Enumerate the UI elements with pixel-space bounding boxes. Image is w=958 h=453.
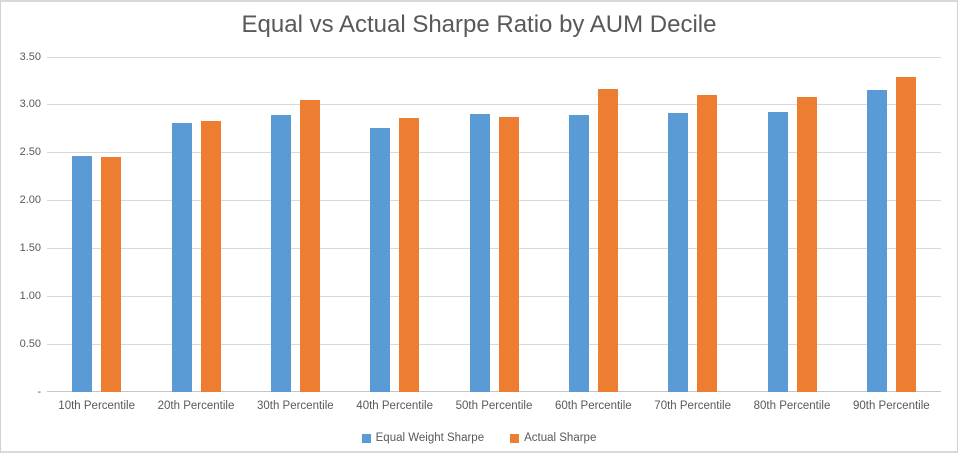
gridline [47, 247, 941, 249]
y-tick-label: 2.50 [19, 146, 41, 159]
x-category-label: 60th Percentile [554, 400, 632, 412]
bar-actual-sharpe [101, 156, 122, 392]
legend-label: Actual Sharpe [524, 432, 597, 444]
bar-actual-sharpe [895, 77, 916, 392]
y-tick-label: 1.00 [19, 289, 41, 302]
gridline [47, 295, 941, 297]
bar-actual-sharpe [299, 100, 320, 392]
x-category-label: 90th Percentile [852, 400, 930, 412]
plot-area [47, 56, 941, 392]
x-category-label: 50th Percentile [455, 400, 533, 412]
y-axis: 3.50 3.00 2.50 2.00 1.50 1.00 0.50 - [1, 2, 41, 451]
bar-equal-weight-sharpe [72, 155, 93, 392]
y-tick-label: 1.50 [19, 241, 41, 254]
y-tick-label: 3.00 [19, 98, 41, 111]
bar-equal-weight-sharpe [866, 89, 887, 392]
bar-equal-weight-sharpe [469, 114, 490, 392]
x-axis: 10th Percentile 20th Percentile 30th Perce… [47, 400, 941, 416]
bar-equal-weight-sharpe [370, 127, 391, 392]
x-category-label: 80th Percentile [753, 400, 831, 412]
gridline [47, 152, 941, 154]
bar-equal-weight-sharpe [767, 111, 788, 392]
bar-actual-sharpe [200, 121, 221, 392]
x-category-label: 10th Percentile [58, 400, 136, 412]
y-tick-label: - [37, 385, 41, 398]
x-category-label: 40th Percentile [356, 400, 434, 412]
x-category-label: 20th Percentile [157, 400, 235, 412]
legend-item-equal-weight-sharpe: Equal Weight Sharpe [361, 432, 485, 444]
x-category-label: 30th Percentile [256, 400, 334, 412]
legend-label: Equal Weight Sharpe [375, 432, 485, 444]
bar-actual-sharpe [796, 97, 817, 392]
gridline [47, 56, 941, 58]
legend: Equal Weight Sharpe Actual Sharpe [1, 432, 957, 444]
bar-actual-sharpe [697, 95, 718, 392]
bar-equal-weight-sharpe [270, 115, 291, 392]
y-tick-label: 3.50 [19, 50, 41, 63]
gridline [47, 343, 941, 345]
x-category-label: 70th Percentile [654, 400, 732, 412]
gridline [47, 104, 941, 106]
bar-actual-sharpe [399, 118, 420, 392]
gridline [47, 200, 941, 202]
bar-equal-weight-sharpe [568, 115, 589, 392]
x-axis-line [47, 391, 941, 392]
y-tick-label: 2.00 [19, 194, 41, 207]
legend-swatch-icon [510, 433, 520, 443]
bar-actual-sharpe [597, 88, 618, 392]
chart-title: Equal vs Actual Sharpe Ratio by AUM Deci… [241, 11, 717, 38]
legend-swatch-icon [361, 433, 371, 443]
bar-equal-weight-sharpe [171, 123, 192, 392]
bar-actual-sharpe [498, 117, 519, 392]
y-tick-label: 0.50 [19, 337, 41, 350]
bar-equal-weight-sharpe [668, 113, 689, 392]
legend-item-actual-sharpe: Actual Sharpe [510, 432, 596, 444]
